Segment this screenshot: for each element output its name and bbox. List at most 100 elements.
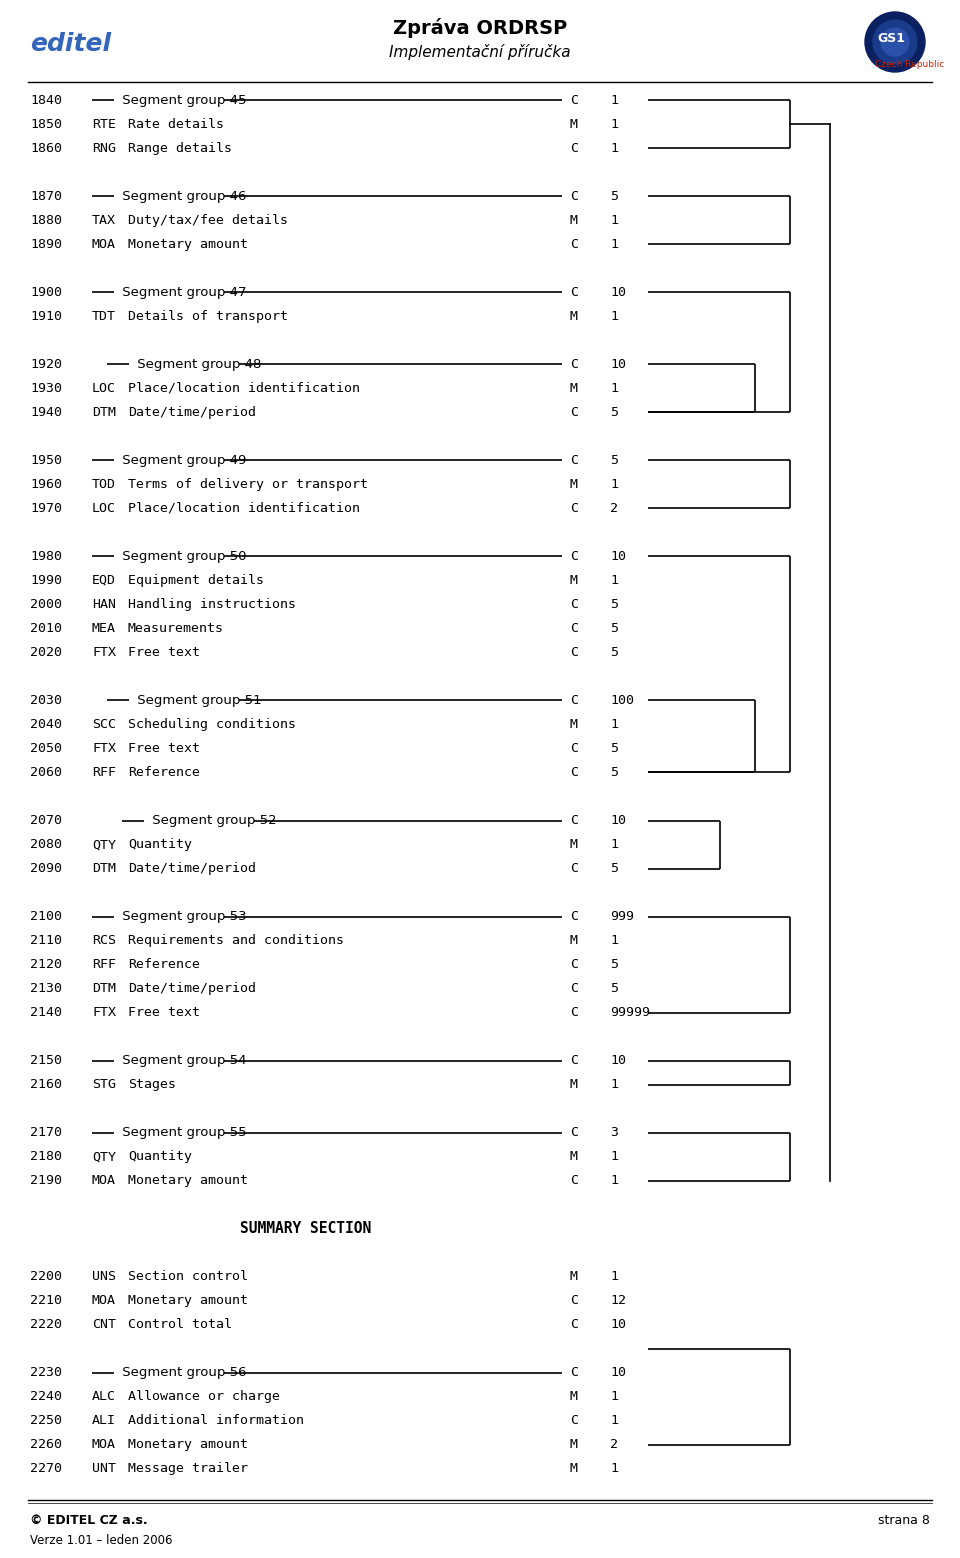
Text: Czech Republic: Czech Republic [876,59,945,69]
Text: C: C [570,405,578,419]
Text: Date/time/period: Date/time/period [128,862,256,876]
Text: HAN: HAN [92,598,116,611]
Text: FTX: FTX [92,647,116,659]
Text: 99999: 99999 [610,1006,650,1019]
Text: 1: 1 [610,573,618,587]
Text: C: C [570,502,578,514]
Text: 1: 1 [610,142,618,154]
Text: editel: editel [30,33,111,56]
Text: Segment group 51: Segment group 51 [133,693,266,707]
Text: M: M [570,935,578,947]
Text: 2010: 2010 [30,622,62,634]
Text: 1: 1 [610,1150,618,1164]
Text: C: C [570,238,578,251]
Text: C: C [570,358,578,371]
Text: 2130: 2130 [30,982,62,996]
Text: RNG: RNG [92,142,116,154]
Text: 1960: 1960 [30,478,62,491]
Text: 1920: 1920 [30,358,62,371]
Text: C: C [570,190,578,203]
Text: M: M [570,213,578,226]
Text: QTY: QTY [92,1150,116,1164]
Text: 2220: 2220 [30,1318,62,1332]
Text: 1: 1 [610,93,618,106]
Text: C: C [570,622,578,634]
Text: 1860: 1860 [30,142,62,154]
Text: 1: 1 [610,1078,618,1091]
Text: 1: 1 [610,382,618,394]
Text: 10: 10 [610,1055,626,1067]
Text: TOD: TOD [92,478,116,491]
Text: 2200: 2200 [30,1270,62,1284]
Text: C: C [570,1055,578,1067]
Text: C: C [570,1415,578,1427]
Text: Monetary amount: Monetary amount [128,1175,248,1187]
Text: 2020: 2020 [30,647,62,659]
Text: 1: 1 [610,1175,618,1187]
Text: Date/time/period: Date/time/period [128,405,256,419]
Text: M: M [570,1438,578,1452]
Text: M: M [570,1390,578,1404]
Text: 1890: 1890 [30,238,62,251]
Text: 1: 1 [610,213,618,226]
Text: Date/time/period: Date/time/period [128,982,256,996]
Text: 5: 5 [610,742,618,756]
Text: C: C [570,1126,578,1139]
Text: 12: 12 [610,1295,626,1307]
Text: Segment group 50: Segment group 50 [118,550,251,562]
Text: Segment group 46: Segment group 46 [118,190,251,203]
Text: 2150: 2150 [30,1055,62,1067]
Text: 2110: 2110 [30,935,62,947]
Text: M: M [570,1270,578,1284]
Text: 1: 1 [610,117,618,131]
Text: 2030: 2030 [30,693,62,707]
Circle shape [865,12,925,72]
Text: Reference: Reference [128,767,200,779]
Text: LOC: LOC [92,382,116,394]
Text: M: M [570,310,578,323]
Text: 10: 10 [610,285,626,299]
Text: Free text: Free text [128,647,200,659]
Text: DTM: DTM [92,405,116,419]
Text: FTX: FTX [92,742,116,756]
Text: C: C [570,453,578,467]
Text: Monetary amount: Monetary amount [128,1438,248,1452]
Text: Segment group 45: Segment group 45 [118,93,251,106]
Text: 1: 1 [610,1390,618,1404]
Text: M: M [570,718,578,731]
Text: DTM: DTM [92,982,116,996]
Text: M: M [570,1078,578,1091]
Text: Segment group 47: Segment group 47 [118,285,251,299]
Text: CNT: CNT [92,1318,116,1332]
Text: 1: 1 [610,1270,618,1284]
Text: ALC: ALC [92,1390,116,1404]
Text: C: C [570,1175,578,1187]
Text: M: M [570,478,578,491]
Text: 2: 2 [610,1438,618,1452]
Text: Free text: Free text [128,1006,200,1019]
Text: ALI: ALI [92,1415,116,1427]
Text: 1940: 1940 [30,405,62,419]
Text: RFF: RFF [92,958,116,971]
Text: 5: 5 [610,598,618,611]
Text: 5: 5 [610,190,618,203]
Text: C: C [570,285,578,299]
Text: 1: 1 [610,478,618,491]
Text: EQD: EQD [92,573,116,587]
Text: 1850: 1850 [30,117,62,131]
Text: 5: 5 [610,453,618,467]
Text: Scheduling conditions: Scheduling conditions [128,718,296,731]
Text: 10: 10 [610,1366,626,1379]
Text: UNT: UNT [92,1463,116,1475]
Text: TAX: TAX [92,213,116,226]
Text: Control total: Control total [128,1318,232,1332]
Text: Requirements and conditions: Requirements and conditions [128,935,344,947]
Text: C: C [570,1295,578,1307]
Text: 1840: 1840 [30,93,62,106]
Text: C: C [570,647,578,659]
Text: 2: 2 [610,502,618,514]
Text: Message trailer: Message trailer [128,1463,248,1475]
Text: MOA: MOA [92,1175,116,1187]
Text: TDT: TDT [92,310,116,323]
Text: 1: 1 [610,838,618,851]
